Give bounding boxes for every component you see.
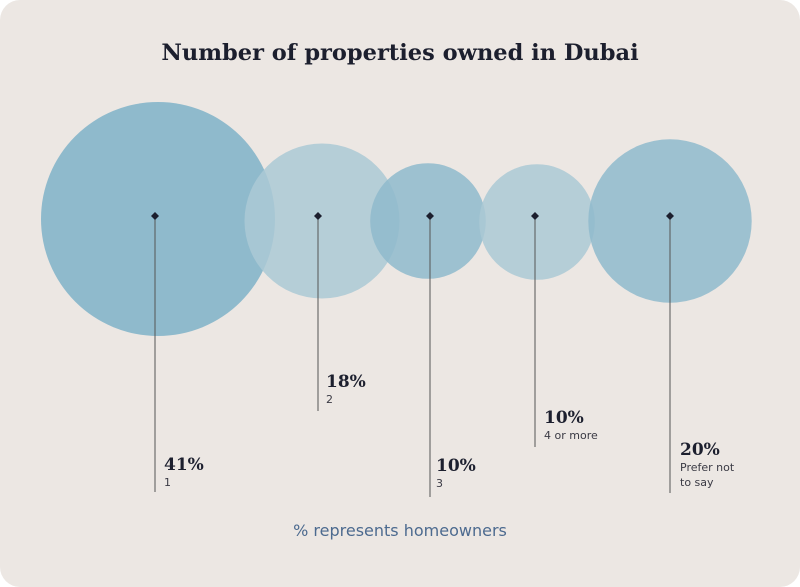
bubble-4: [479, 164, 595, 280]
value-label-3: 10%: [436, 456, 476, 476]
value-label-2: 18%: [326, 372, 366, 392]
diamond-marker-4: [531, 212, 539, 220]
diamond-marker-5: [666, 212, 674, 220]
category-label-1: 1: [164, 476, 171, 489]
category-label-3: 3: [436, 477, 443, 490]
category-label-2: 2: [326, 393, 333, 406]
diamond-marker-1: [151, 212, 159, 220]
category-label-5: Prefer not: [680, 461, 735, 474]
diamond-marker-3: [426, 212, 434, 220]
value-label-5: 20%: [680, 440, 720, 460]
bubble-1: [41, 102, 275, 336]
value-label-1: 41%: [164, 455, 204, 475]
bubble-3: [370, 163, 486, 279]
diamond-marker-2: [314, 212, 322, 220]
footnote: % represents homeowners: [293, 521, 507, 540]
bubble-2: [244, 143, 400, 299]
bubbles-group: [41, 102, 752, 336]
value-label-4: 10%: [544, 408, 584, 428]
chart-title: Number of properties owned in Dubai: [161, 40, 639, 66]
category-label-4: 4 or more: [544, 429, 598, 442]
category-label-5: to say: [680, 476, 714, 489]
